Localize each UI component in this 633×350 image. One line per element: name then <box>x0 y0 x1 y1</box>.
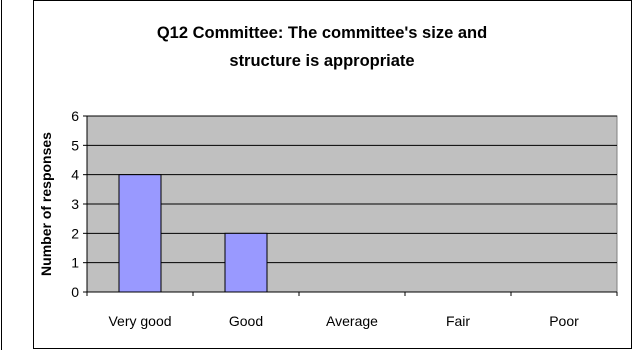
x-tick-label: Average <box>326 313 378 329</box>
y-ticks: 0 1 2 3 4 5 6 <box>71 108 87 300</box>
y-tick-label: 0 <box>71 284 79 300</box>
y-tick-label: 5 <box>71 137 79 153</box>
gridlines <box>87 115 617 264</box>
x-tick-label: Very good <box>108 313 171 329</box>
x-tick-label: Fair <box>446 313 470 329</box>
x-tick-label: Good <box>229 313 263 329</box>
y-axis-label: Number of responses <box>38 132 54 276</box>
bar-good <box>224 232 268 293</box>
bars <box>118 174 268 293</box>
y-tick-label: 2 <box>71 225 79 241</box>
bar-very-good <box>118 174 162 293</box>
y-tick-label: 1 <box>71 255 79 271</box>
x-ticks: Very good Good Average Fair Poor <box>86 292 618 329</box>
y-tick-label: 4 <box>71 167 79 183</box>
x-tick-label: Poor <box>549 313 579 329</box>
chart-title-line1: Q12 Committee: The committee's size and <box>157 24 487 42</box>
chart-title-line2: structure is appropriate <box>229 52 414 70</box>
y-tick-label: 3 <box>71 196 79 212</box>
y-tick-label: 6 <box>71 108 79 124</box>
